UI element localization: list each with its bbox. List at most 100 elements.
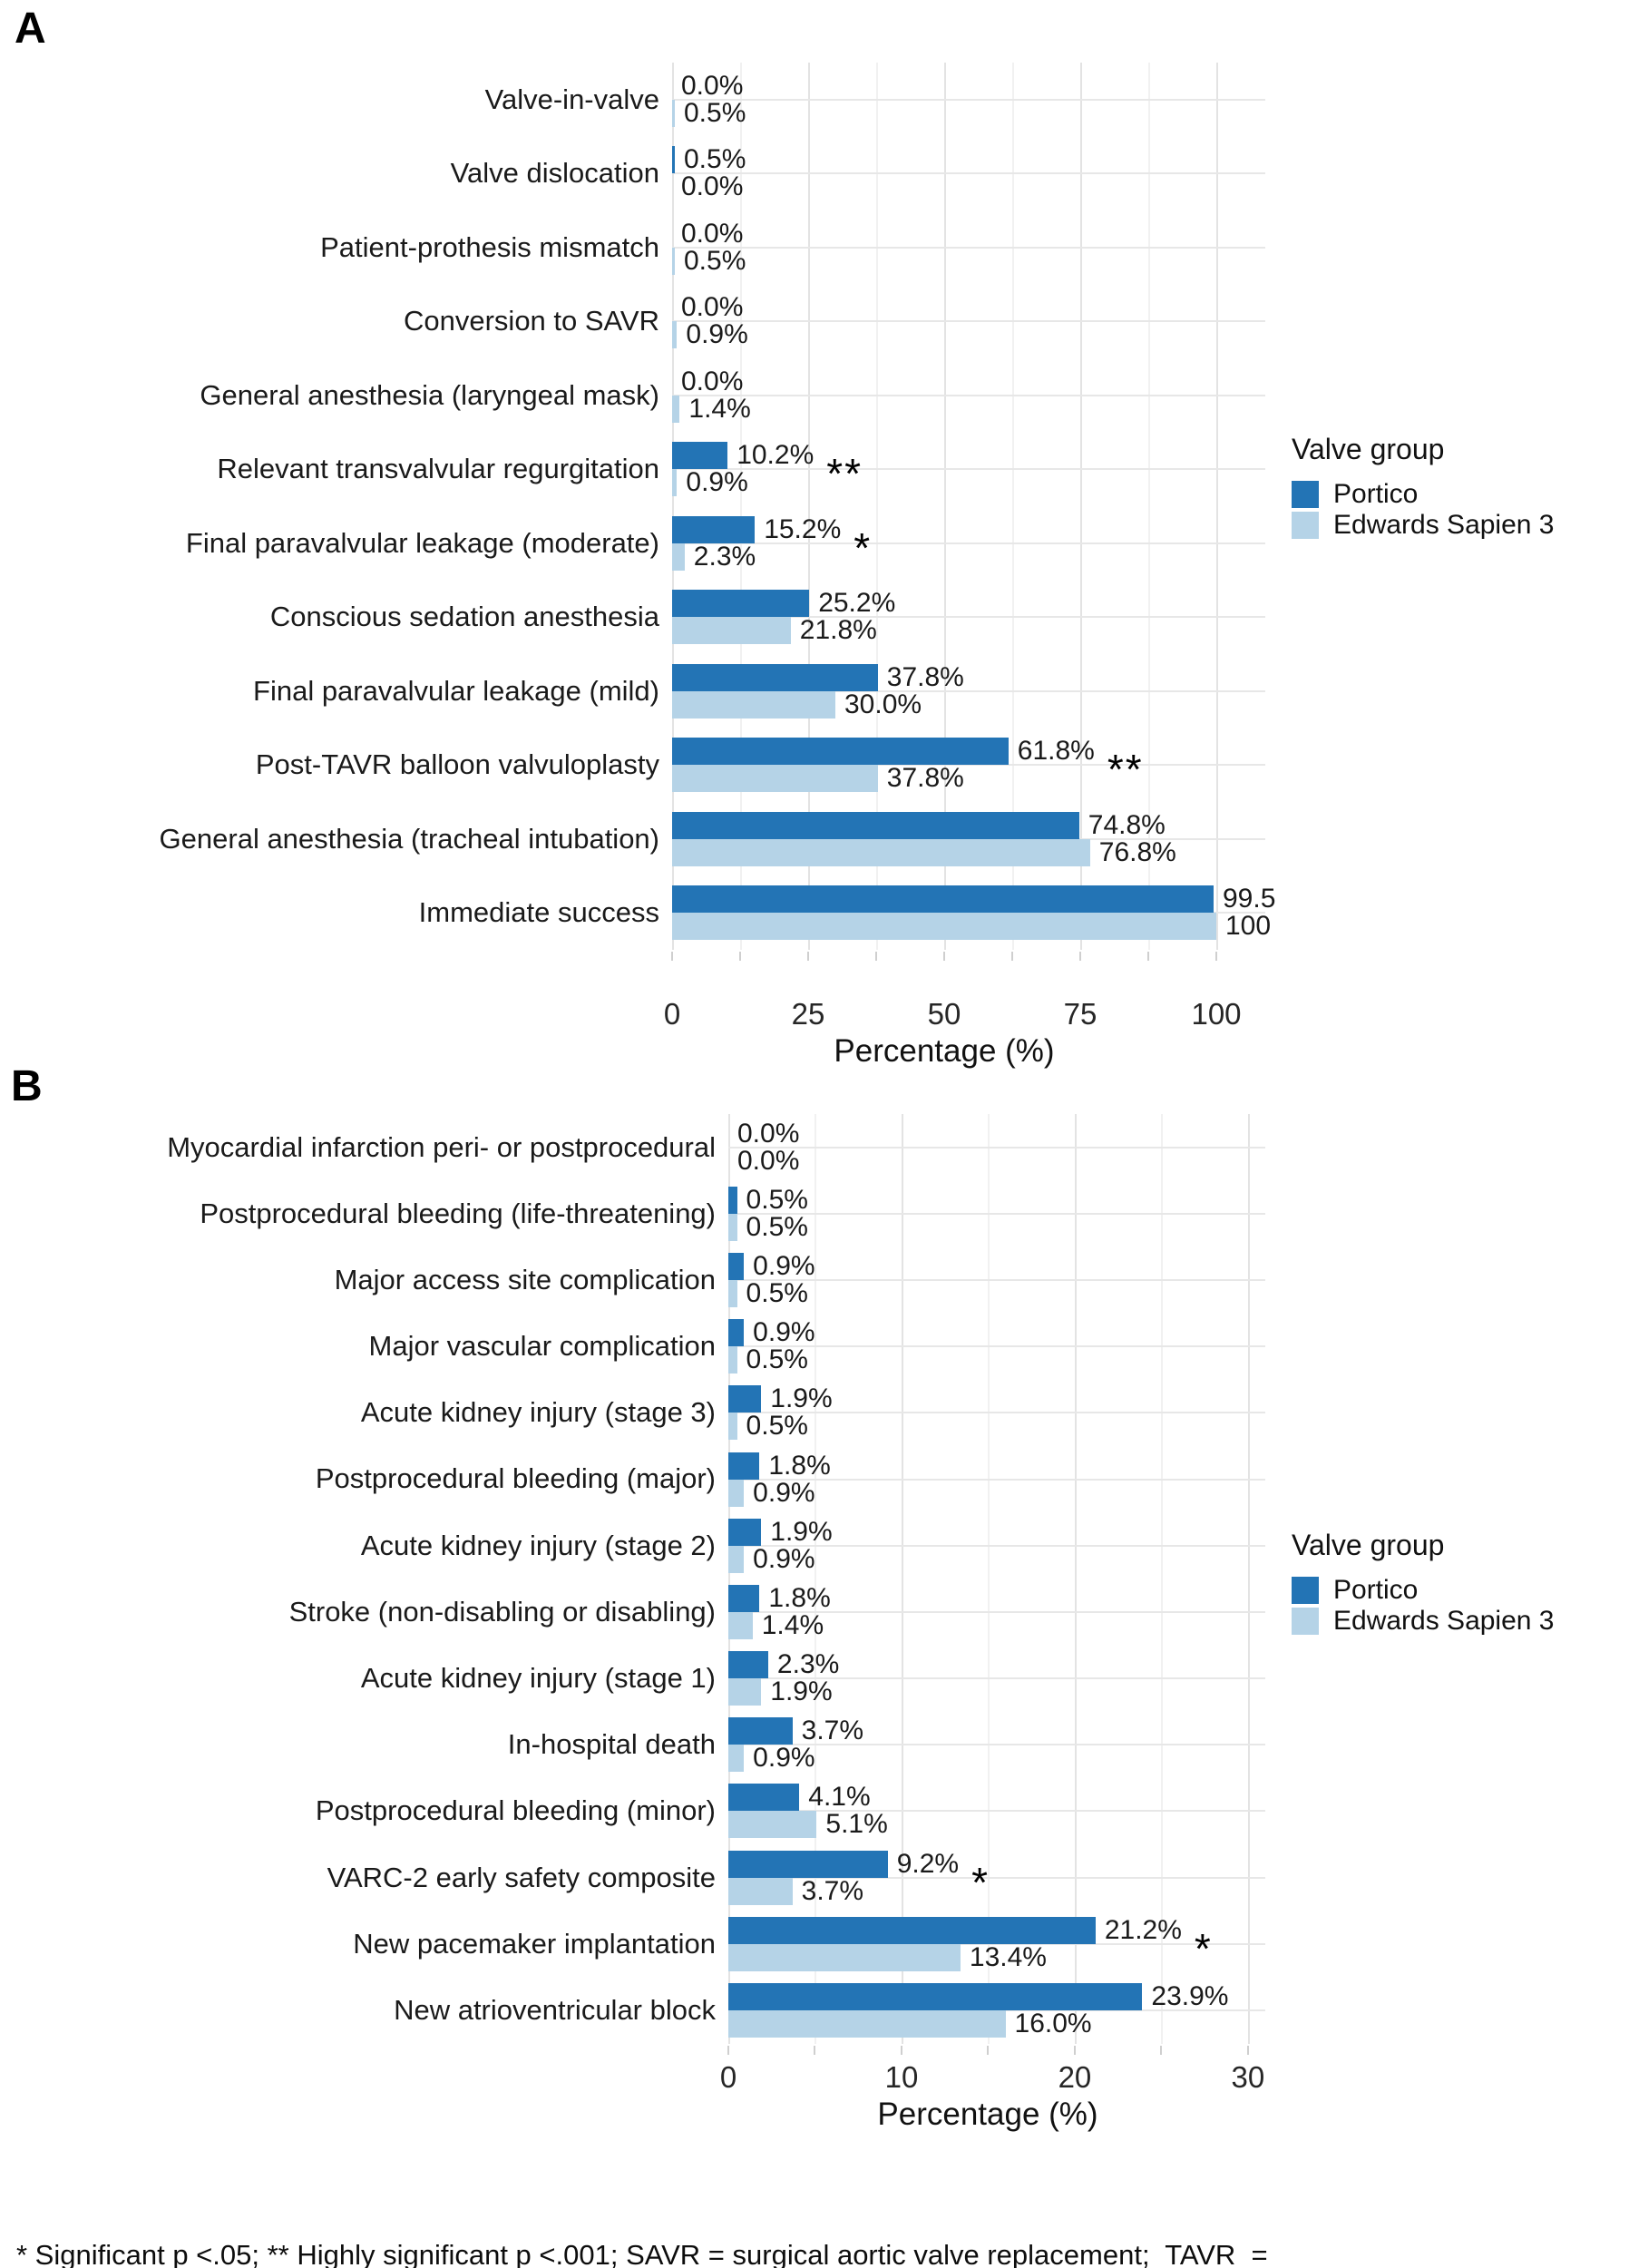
major-gridline (901, 1114, 903, 2044)
category-gridline (672, 246, 1265, 249)
bar-pair: 4.1% 5.1% (728, 1778, 1265, 1844)
category-gridline (672, 764, 1265, 767)
bar-portico (672, 738, 1009, 766)
bar-line: 13.4% (728, 1943, 1265, 1971)
value-label-sapien: 0.9% (753, 1743, 815, 1774)
axis-tickmark (1215, 952, 1217, 961)
table-row: New atrioventricular block 23.9% 16.0% (0, 1977, 1265, 2043)
bar-portico (728, 1717, 793, 1745)
major-gridline (1247, 1114, 1250, 2044)
bar-pair: 0.0% 0.0% (728, 1114, 1265, 1180)
bar-line: 76.8% (672, 838, 1265, 866)
minor-gridline (1148, 63, 1150, 950)
value-label-portico: 21.2% (1104, 1914, 1182, 1945)
bar-sapien (672, 247, 675, 275)
bar-pair: 25.2% 21.8% (672, 581, 1265, 655)
bar-sapien (672, 469, 678, 497)
value-label-sapien: 0.5% (746, 1411, 808, 1442)
category-gridline (672, 172, 1265, 175)
bar-sapien (728, 1545, 745, 1573)
bar-line: 1.4% (728, 1611, 1265, 1639)
value-label-sapien: 0.5% (683, 97, 746, 128)
legend-label-portico: Portico (1333, 1574, 1419, 1605)
bar-pair: 61.8% ** 37.8% (672, 728, 1265, 803)
bar-pair: 0.5% 0.5% (728, 1180, 1265, 1246)
category-label: Major access site complication (334, 1263, 716, 1295)
bar-portico (672, 885, 1214, 914)
bar-sapien (728, 1413, 737, 1441)
bar-line: 0.5% (728, 1411, 1265, 1442)
value-label-sapien: 0.9% (753, 1477, 815, 1508)
category-label: Conscious sedation anesthesia (269, 601, 659, 633)
axis-tick-labels: 0 10 20 30 (720, 2059, 1265, 2096)
bar-portico (672, 515, 756, 543)
bar-portico (728, 1452, 760, 1480)
bar-portico (672, 811, 1079, 839)
bar-pair: 1.9% 0.5% (728, 1380, 1265, 1446)
axis-tick-label: 10 (884, 2060, 919, 2094)
bar-rows: Myocardial infarction peri- or postproce… (0, 1114, 1265, 2044)
value-label-portico: 0.0% (737, 1118, 800, 1149)
major-gridline (1074, 1114, 1077, 2044)
axis-tickmark (1147, 952, 1149, 961)
bar-line: 25.2% (672, 590, 1265, 618)
bar-sapien (728, 2010, 1006, 2038)
legend-swatch-sapien (1292, 511, 1319, 539)
table-row: Conscious sedation anesthesia 25.2% 21.8% (0, 581, 1265, 655)
axis-tickmark (739, 952, 741, 961)
grid-layer (672, 63, 1265, 950)
bar-line: 2.3% (728, 1651, 1265, 1679)
category-label: Postprocedural bleeding (major) (315, 1462, 716, 1495)
category-gridline (728, 1146, 1265, 1149)
category-gridline (672, 616, 1265, 619)
category-gridline (728, 1942, 1265, 1945)
value-label-sapien: 0.5% (683, 245, 746, 276)
value-label-portico: 37.8% (886, 661, 964, 692)
axis-tickmark (1079, 952, 1081, 961)
value-label-portico: 1.8% (768, 1450, 831, 1481)
footnote-line-1: * Significant p <.05; ** Highly signific… (16, 2239, 1268, 2268)
value-label-sapien: 16.0% (1014, 2009, 1092, 2039)
axis-tickmark (727, 2046, 729, 2055)
bar-pair: 0.9% 0.5% (728, 1246, 1265, 1313)
bar-line: 16.0% (728, 2010, 1265, 2038)
bar-sapien (672, 913, 1216, 941)
axis-tickmark (875, 952, 877, 961)
bar-sapien (728, 1943, 961, 1971)
bar-pair: 21.2% * 13.4% (728, 1911, 1265, 1977)
table-row: Major vascular complication 0.9% 0.5% (0, 1314, 1265, 1380)
bar-line: 9.2% * (728, 1850, 1265, 1903)
value-label-portico: 10.2% (736, 440, 814, 471)
axis-tickmark (1011, 952, 1013, 961)
value-label-portico: 23.9% (1151, 1981, 1229, 2012)
bar-portico (672, 663, 878, 691)
axis-tickmark (1160, 2046, 1163, 2055)
bar-pair: 0.0% 0.9% (672, 285, 1265, 359)
value-label-sapien: 0.0% (681, 171, 744, 202)
bar-sapien (672, 395, 680, 423)
axis-tick-label: 25 (791, 997, 825, 1031)
value-label-sapien: 0.9% (686, 319, 748, 350)
axis-tickmark (807, 952, 809, 961)
bar-line: 1.9% (728, 1385, 1265, 1413)
bar-line: 2.3% (672, 543, 1265, 571)
bar-line: 3.7% (728, 1717, 1265, 1745)
legend: Valve group Portico Edwards Sapien 3 (1292, 433, 1555, 542)
value-label-sapien: 30.0% (844, 689, 922, 719)
bar-pair: 0.0% 1.4% (672, 358, 1265, 433)
table-row: Final paravalvular leakage (moderate) 15.… (0, 506, 1265, 581)
axis-tickmark (671, 952, 673, 961)
bar-line: 21.8% (672, 617, 1265, 645)
bar-line: 0.9% (672, 469, 1265, 497)
category-gridline (672, 394, 1265, 396)
bar-line: 0.0% (672, 367, 1265, 396)
category-label: Immediate success (418, 896, 659, 929)
table-row: Conversion to SAVR 0.0% 0.9% (0, 285, 1265, 359)
category-gridline (672, 98, 1265, 101)
table-row: VARC-2 early safety composite 9.2% * 3.7% (0, 1844, 1265, 1911)
bar-line: 0.0% (672, 220, 1265, 248)
category-gridline (728, 1412, 1265, 1414)
major-gridline (728, 1114, 730, 2044)
category-label: VARC-2 early safety composite (327, 1861, 716, 1893)
